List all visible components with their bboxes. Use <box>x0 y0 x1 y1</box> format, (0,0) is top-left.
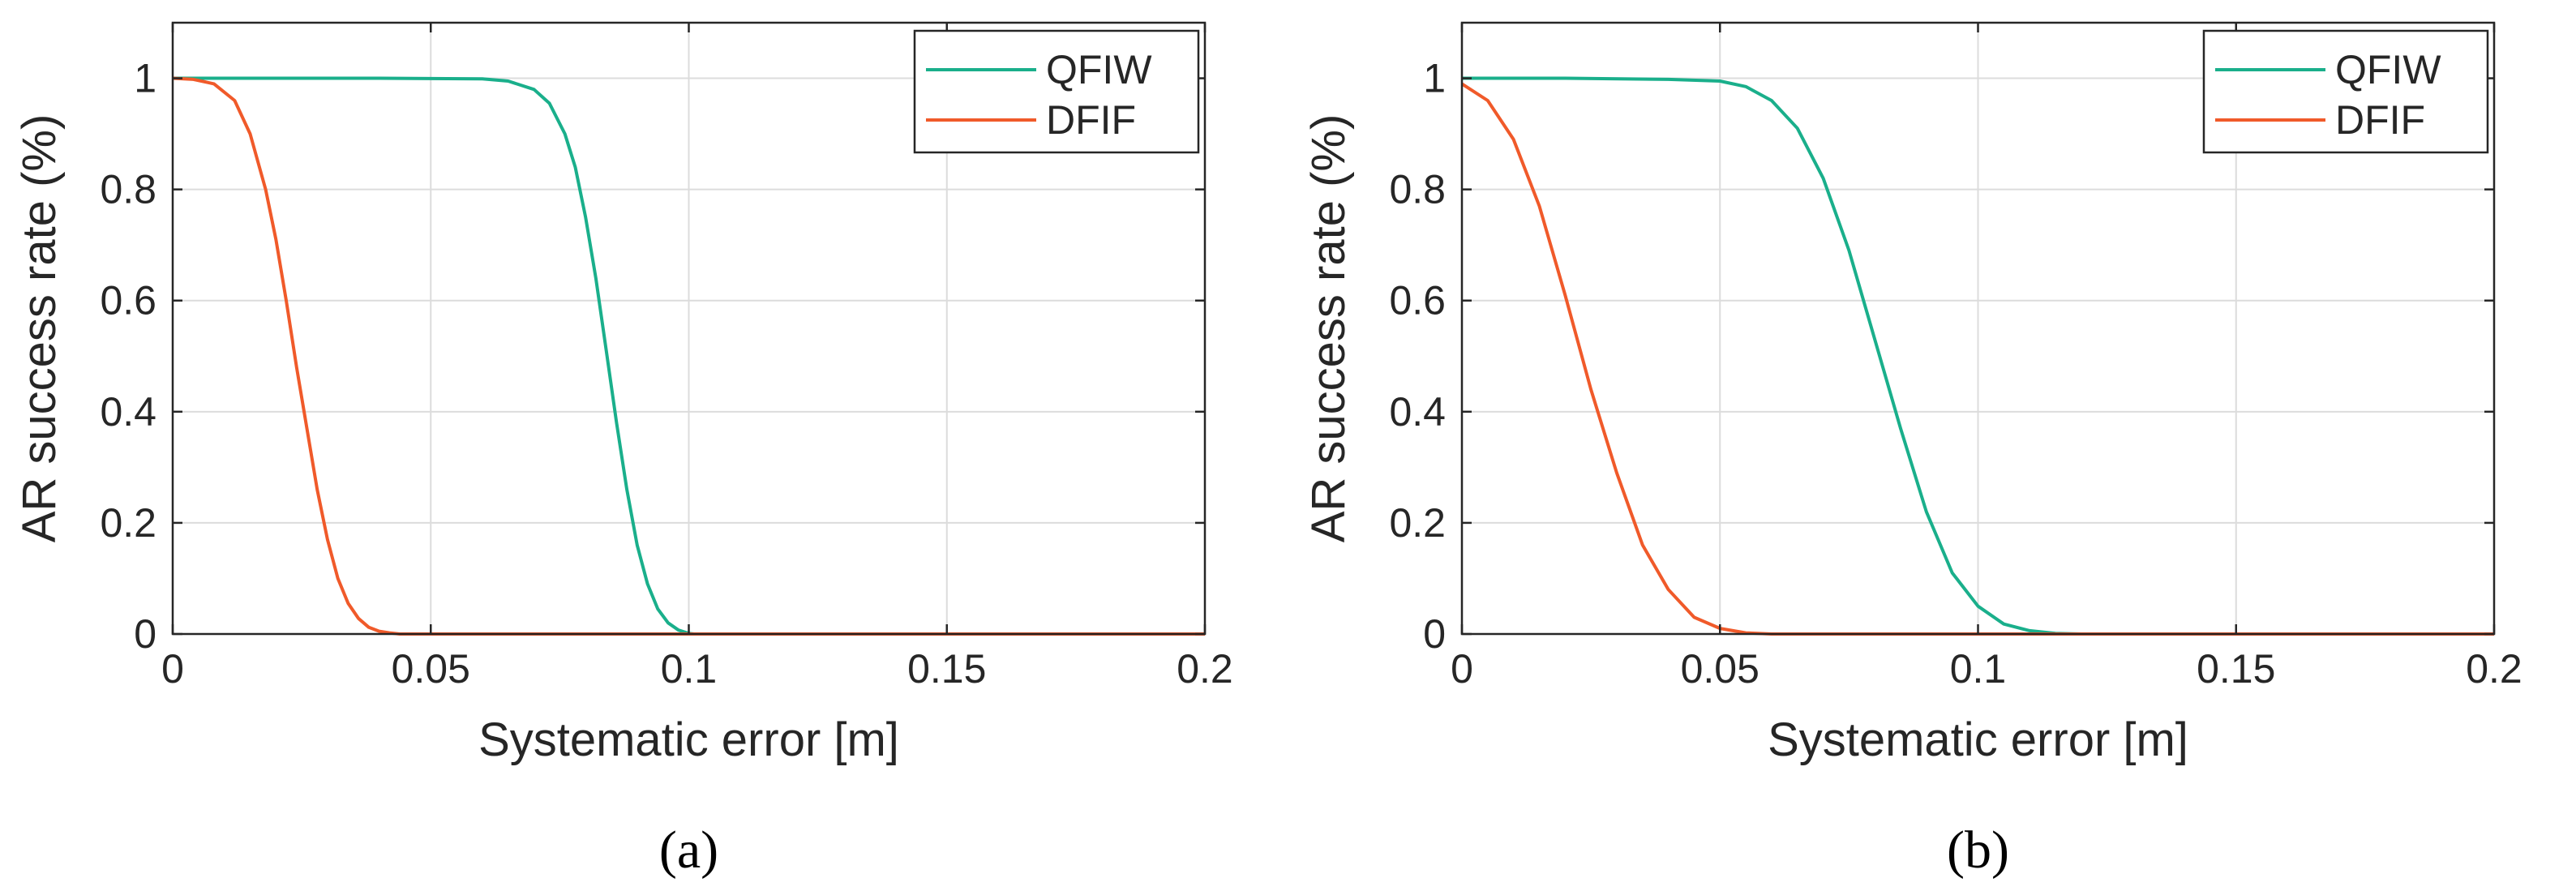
legend-label-qfiw: QFIW <box>2335 47 2441 92</box>
x-tick-label: 0.2 <box>2466 646 2522 692</box>
series-line-qfiw <box>173 76 1205 636</box>
y-tick-label: 0.4 <box>100 389 156 435</box>
x-tick-label: 0.05 <box>1681 646 1759 692</box>
y-tick-label: 0.4 <box>1389 389 1446 435</box>
y-tick-label: 0.8 <box>100 167 156 212</box>
chart-panel-b: 0 0.05 0.1 0.15 0.2 0 0.2 0.4 0.6 0.8 1 Systematic … <box>1302 21 2522 880</box>
y-tick-label: 0.2 <box>100 500 156 546</box>
x-tick-label: 0.1 <box>1950 646 2007 692</box>
panel-label: (a) <box>659 820 718 880</box>
y-tick-label: 0 <box>134 611 156 657</box>
x-tick-label: 0 <box>1451 646 1473 692</box>
y-tick-label: 0.6 <box>1389 278 1446 323</box>
y-tick-label: 1 <box>1423 56 1446 101</box>
y-axis-label: AR success rate (%) <box>1302 114 1355 543</box>
x-tick-label: 0.05 <box>392 646 470 692</box>
x-tick-label: 0.15 <box>2197 646 2275 692</box>
y-axis-label: AR success rate (%) <box>13 114 66 543</box>
x-axis-label: Systematic error [m] <box>1768 713 2188 766</box>
y-tick-label: 1 <box>134 56 156 101</box>
x-tick-label: 0.1 <box>661 646 718 692</box>
legend-box <box>913 29 1200 154</box>
x-tick-label: 0.15 <box>907 646 986 692</box>
y-tick-label: 0.6 <box>100 278 156 323</box>
panel-label: (b) <box>1947 820 2009 880</box>
x-tick-label: 0.2 <box>1177 646 1233 692</box>
x-tick-label: 0 <box>161 646 184 692</box>
legend-label-dfif: DFIF <box>2335 97 2425 143</box>
y-tick-label: 0 <box>1423 611 1446 657</box>
chart-panel-a: 0 0.05 0.1 0.15 0.2 0 0.2 0.4 0.6 0.8 1 Systematic … <box>13 21 1233 880</box>
legend-box <box>2202 29 2489 154</box>
x-axis-label: Systematic error [m] <box>478 713 899 766</box>
y-tick-label: 0.2 <box>1389 500 1446 546</box>
legend-label-dfif: DFIF <box>1046 97 1136 143</box>
y-tick-label: 0.8 <box>1389 167 1446 212</box>
legend-label-qfiw: QFIW <box>1046 47 1152 92</box>
